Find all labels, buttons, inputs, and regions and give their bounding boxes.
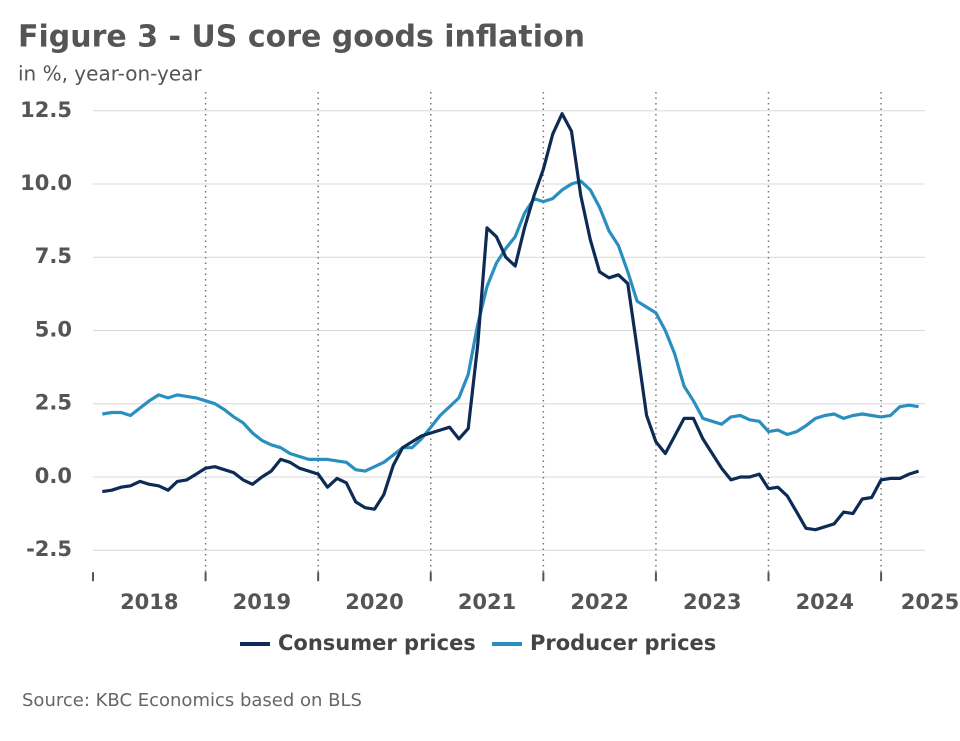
y-tick-label: 10.0 <box>20 171 72 195</box>
y-tick-label: 5.0 <box>35 317 72 341</box>
source-note: Source: KBC Economics based on BLS <box>22 690 362 711</box>
x-tick-label: 2020 <box>345 590 403 614</box>
chart-subtitle: in %, year-on-year <box>18 62 202 86</box>
y-tick-label: -2.5 <box>26 537 72 561</box>
x-tick-label: 2023 <box>683 590 741 614</box>
y-tick-label: 12.5 <box>20 98 72 122</box>
x-tick-label: 2019 <box>233 590 291 614</box>
y-tick-label: 2.5 <box>35 391 72 415</box>
x-tick-label: 2018 <box>120 590 178 614</box>
chart-title: Figure 3 - US core goods inflation <box>18 20 585 55</box>
legend-label: Consumer prices <box>278 631 476 655</box>
x-tick-label: 2021 <box>458 590 516 614</box>
y-tick-label: 0.0 <box>35 464 72 488</box>
y-tick-label: 7.5 <box>35 244 72 268</box>
legend-label: Producer prices <box>530 631 716 655</box>
data-line <box>102 179 919 473</box>
data-line <box>102 112 920 532</box>
x-tick-label: 2025 <box>901 590 959 614</box>
x-tick-label: 2024 <box>796 590 854 614</box>
x-tick-label: 2022 <box>570 590 628 614</box>
